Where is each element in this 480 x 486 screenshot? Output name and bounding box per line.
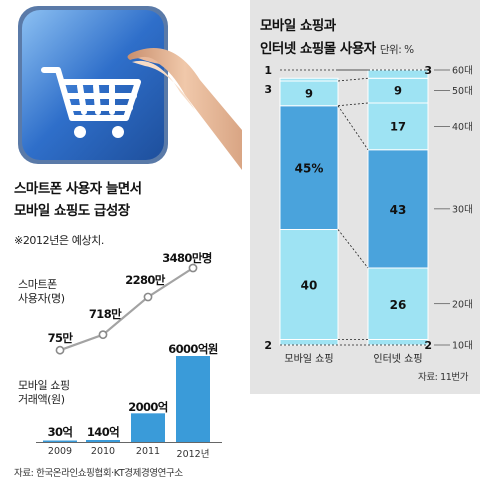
sales-value-2010: 140억 — [86, 425, 120, 439]
users-value-2010: 718만 — [88, 307, 122, 321]
connector-4 — [337, 77, 369, 82]
users-label-line2: 사용자(명) — [18, 292, 65, 305]
users-line — [59, 267, 194, 352]
internet-label-60s: 3 — [424, 64, 432, 77]
left-source: 자료: 한국온라인쇼핑협회·KT경제경영연구소 — [14, 468, 183, 479]
age-label-20대: 20대 — [452, 299, 473, 310]
mobile-label-30s: 45% — [295, 162, 324, 176]
segment-mobile-20대 — [279, 229, 339, 340]
mobile-label-10s: 2 — [264, 339, 272, 352]
sales-bar-2011 — [131, 413, 165, 442]
age-label-30대: 30대 — [452, 204, 473, 215]
mobile-label-60s-3: 3 — [264, 83, 272, 96]
unit-label: 단위: % — [379, 44, 414, 56]
users-value-2012: 3480만명 — [162, 251, 212, 265]
connector-2 — [337, 105, 369, 150]
users-point-2010 — [98, 330, 108, 340]
age-label-50대: 50대 — [452, 86, 473, 97]
age-label-40대: 40대 — [452, 122, 473, 133]
sales-label-line1: 모바일 쇼핑 — [18, 379, 70, 392]
segment-internet-60대 — [367, 69, 429, 79]
estimate-note: ※2012년은 예상치. — [14, 234, 105, 247]
right-title-line1: 모바일 쇼핑과 — [260, 18, 336, 34]
mobile-label-20s: 40 — [301, 279, 318, 293]
users-value-2011: 2280만 — [125, 273, 165, 287]
segment-mobile-50대 — [279, 80, 339, 107]
shopping-cart-photo — [18, 6, 242, 170]
sales-label-line2: 거래액(원) — [18, 393, 65, 406]
left-panel: 스마트폰 사용자 늘면서 모바일 쇼핑도 급성장 ※2012년은 예상치. 스마… — [14, 6, 242, 479]
right-title-line2: 인터넷 쇼핑몰 사용자 단위: % — [260, 37, 414, 57]
users-label-line1: 스마트폰 — [18, 278, 57, 291]
year-2012: 2012년 — [176, 449, 210, 460]
right-title-text: 인터넷 쇼핑몰 사용자 — [260, 41, 376, 57]
segment-mobile-10대 — [279, 339, 339, 346]
segment-mobile-60대 — [279, 77, 339, 82]
sales-bar-2012년 — [176, 356, 210, 442]
internet-label-40s: 17 — [390, 119, 406, 133]
users-value-2009: 75만 — [47, 331, 73, 345]
finger — [127, 48, 242, 170]
sales-bar-2010 — [86, 439, 120, 442]
sales-bar-2009 — [43, 440, 77, 442]
internet-label-50s: 9 — [394, 84, 402, 98]
mobile-label-50s: 9 — [305, 86, 313, 100]
internet-label-20s: 26 — [390, 298, 407, 312]
segment-internet-40대 — [367, 102, 429, 151]
users-and-sales-chart — [36, 263, 222, 443]
right-source: 자료: 11번가 — [418, 372, 469, 383]
year-2011: 2011 — [135, 446, 161, 457]
users-point-2012년 — [188, 263, 198, 273]
year-2009: 2009 — [47, 446, 73, 457]
age-label-10대: 10대 — [452, 341, 473, 352]
internet-label-30s: 43 — [390, 203, 407, 217]
cart-icon — [41, 67, 141, 121]
sales-value-2009: 30억 — [47, 425, 73, 439]
headline-line1: 스마트폰 사용자 늘면서 — [14, 181, 142, 197]
category-mobile: 모바일 쇼핑 — [284, 353, 333, 365]
sales-value-2012: 6000억원 — [168, 342, 218, 356]
connector-3 — [337, 102, 369, 107]
users-point-2011 — [143, 292, 153, 302]
segment-internet-30대 — [367, 149, 429, 269]
sales-value-2011: 2000억 — [128, 400, 168, 414]
segment-internet-10대 — [367, 339, 429, 346]
segment-internet-50대 — [367, 77, 429, 104]
year-2010: 2010 — [90, 446, 116, 457]
headline-line2: 모바일 쇼핑도 급성장 — [14, 203, 130, 219]
segment-mobile-30대 — [279, 105, 339, 230]
right-panel: 모바일 쇼핑과 인터넷 쇼핑몰 사용자 단위: % 10대 20대 30대 40대 50… — [250, 0, 480, 394]
connector-1 — [337, 229, 369, 269]
category-internet: 인터넷 쇼핑 — [373, 353, 422, 365]
segment-internet-20대 — [367, 267, 429, 340]
users-point-2009 — [55, 345, 65, 355]
mobile-label-60s-1: 1 — [264, 64, 272, 77]
age-label-60대: 60대 — [452, 66, 473, 77]
age-stacked-chart: 10대 20대 30대 40대 50대 60대 40 45% 9 2 3 1 26 43 17 9 2 3 모바일 … — [264, 64, 473, 365]
internet-label-10s: 2 — [424, 339, 432, 352]
